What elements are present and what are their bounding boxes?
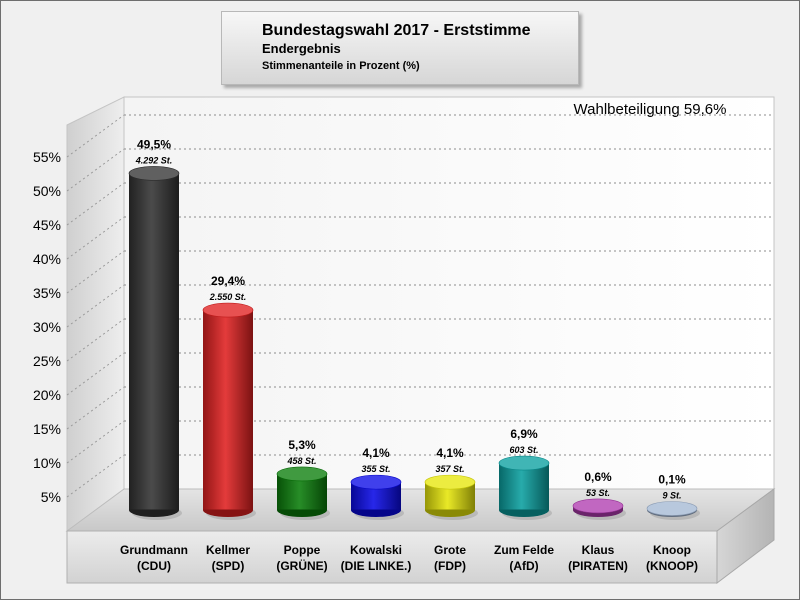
category-party: (KNOOP) (646, 559, 698, 573)
bar (128, 166, 182, 520)
bar (572, 498, 626, 520)
vote-label: 357 St. (435, 464, 464, 474)
category-name: Grundmann (120, 543, 188, 557)
y-tick-label: 40% (33, 251, 61, 267)
vote-label: 53 St. (586, 488, 610, 498)
category-party: (AfD) (509, 559, 538, 573)
gridline-side (66, 318, 125, 362)
left-side-wall (66, 96, 125, 532)
category-party: (DIE LINKE.) (341, 559, 412, 573)
bar (202, 302, 256, 520)
y-axis-ticks: 5% 10% 15% 20% 25% 30% 35% 40% 45% 50% 55% (33, 149, 61, 505)
category-name: Klaus (582, 543, 615, 557)
gridline-side (66, 420, 125, 464)
bar (350, 474, 404, 520)
value-label: 4,1% (362, 446, 390, 460)
y-tick-label: 20% (33, 387, 61, 403)
bar (276, 466, 330, 520)
y-tick-label: 15% (33, 421, 61, 437)
gridline-side (66, 216, 125, 260)
chart-subtitle: Endergebnis (262, 41, 341, 56)
bar (646, 501, 700, 520)
vote-label: 9 St. (662, 491, 681, 501)
chart-caption: Stimmenanteile in Prozent (%) (262, 60, 420, 72)
value-label: 0,1% (658, 473, 686, 487)
category-strip-side (716, 488, 775, 585)
category-name: Grote (434, 543, 466, 557)
value-label: 49,5% (137, 137, 171, 151)
bars (128, 166, 700, 520)
gridline-side (66, 386, 125, 430)
y-tick-label: 35% (33, 285, 61, 301)
y-tick-label: 5% (41, 489, 61, 505)
y-tick-label: 30% (33, 319, 61, 335)
category-name: Poppe (284, 543, 321, 557)
chart-title: Bundestagswahl 2017 - Erststimme (262, 22, 531, 39)
vote-label: 458 St. (286, 456, 316, 466)
category-name: Zum Felde (494, 543, 554, 557)
gridline-side (66, 352, 125, 396)
value-label: 29,4% (211, 274, 245, 288)
turnout-annotation: Wahlbeteiligung 59,6% (574, 101, 727, 118)
value-label: 0,6% (584, 470, 612, 484)
category-party: (GRÜNE) (276, 558, 327, 573)
value-label: 6,9% (510, 427, 538, 441)
category-party: (CDU) (137, 559, 171, 573)
y-tick-label: 25% (33, 353, 61, 369)
category-strip (66, 530, 718, 584)
gridline-side (66, 148, 125, 192)
value-label: 5,3% (288, 438, 316, 452)
y-tick-label: 45% (33, 217, 61, 233)
bar-labels: 49,5% 4.292 St. 29,4% 2.550 St. 5,3% 458 St. 4… (135, 137, 686, 500)
vote-label: 603 St. (509, 445, 538, 455)
category-name: Kellmer (206, 543, 250, 557)
y-tick-label: 50% (33, 183, 61, 199)
gridlines (66, 114, 774, 498)
gridline-side (66, 114, 125, 158)
title-box: Bundestagswahl 2017 - Erststimme Enderge… (221, 11, 579, 85)
category-party: (SPD) (212, 559, 245, 573)
category-name: Kowalski (350, 543, 402, 557)
y-tick-label: 55% (33, 149, 61, 165)
gridline-side (66, 182, 125, 226)
y-tick-label: 10% (33, 455, 61, 471)
category-name: Knoop (653, 543, 691, 557)
category-party: (PIRATEN) (568, 559, 628, 573)
vote-label: 355 St. (361, 464, 390, 474)
gridline-side (66, 454, 125, 498)
bar (498, 455, 552, 520)
vote-label: 4.292 St. (135, 155, 173, 165)
category-labels: Grundmann (CDU) Kellmer (SPD) Poppe(GRÜNE) Ko… (120, 543, 698, 573)
gridline-side (66, 284, 125, 328)
bar (424, 474, 478, 520)
value-label: 4,1% (436, 446, 464, 460)
category-party: (FDP) (434, 559, 466, 573)
gridline-side (66, 250, 125, 294)
vote-label: 2.550 St. (209, 292, 247, 302)
